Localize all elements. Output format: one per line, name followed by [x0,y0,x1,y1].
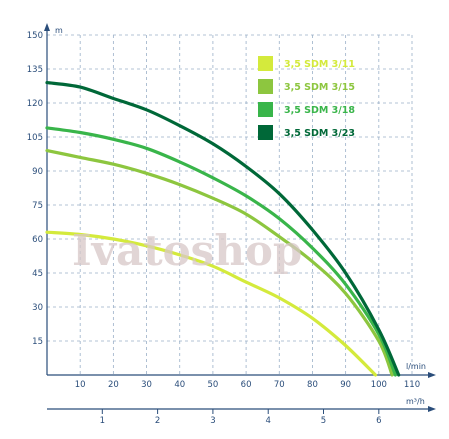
legend-swatch-1 [258,56,273,71]
x-tick-label: 60 [241,380,252,390]
y-unit-label: m [55,26,63,35]
x2-axis-arrow [428,406,436,412]
x2-tick-label: 6 [376,416,381,426]
y-tick-label: 135 [27,65,43,75]
y-tick-label: 75 [32,201,43,211]
x-unit-label: l/min [406,362,426,371]
series-layer [45,81,401,377]
y-tick-label: 105 [27,133,43,143]
y-axis-arrow [44,23,50,31]
x2-tick-label: 2 [155,416,160,426]
y-tick-label: 15 [32,337,43,347]
x-tick-label: 90 [340,380,351,390]
x-tick-label: 40 [174,380,185,390]
legend-label-4: 3,5 SDM 3/23 [284,128,355,139]
legend-label-2: 3,5 SDM 3/15 [284,82,355,93]
x2-tick-label: 5 [321,416,326,426]
legend-label-3: 3,5 SDM 3/18 [284,105,355,116]
x2-tick-label: 1 [100,416,105,426]
series-line-2 [45,149,394,377]
legend-swatch-3 [258,102,273,117]
y-tick-label: 30 [32,303,43,313]
y-tick-label: 90 [32,167,43,177]
x2-tick-label: 3 [210,416,215,426]
x-tick-label: 10 [75,380,86,390]
x-tick-label: 50 [207,380,218,390]
y-tick-label: 120 [27,99,43,109]
legend-swatch-2 [258,79,273,94]
y-tick-label: 150 [27,31,43,41]
y-tick-label: 45 [32,269,43,279]
legend-label-1: 3,5 SDM 3/11 [284,59,355,70]
x-tick-label: 30 [141,380,152,390]
x-axis-arrow [428,372,436,378]
series-line-4 [45,81,401,377]
x-tick-label: 20 [108,380,119,390]
x-tick-label: 100 [371,380,387,390]
x-tick-label: 110 [404,380,420,390]
x-tick-label: 80 [307,380,318,390]
y-tick-label: 60 [32,235,43,245]
watermark-text: Ivatoshop [72,226,302,275]
series-line-3 [45,126,397,377]
x2-tick-label: 4 [266,416,271,426]
x2-unit-label: m³/h [406,397,425,406]
x-tick-label: 70 [274,380,285,390]
legend-swatch-4 [258,125,273,140]
legend: 3,5 SDM 3/11 3,5 SDM 3/15 3,5 SDM 3/18 3,5 … [258,56,355,140]
series-line-1 [45,230,378,377]
